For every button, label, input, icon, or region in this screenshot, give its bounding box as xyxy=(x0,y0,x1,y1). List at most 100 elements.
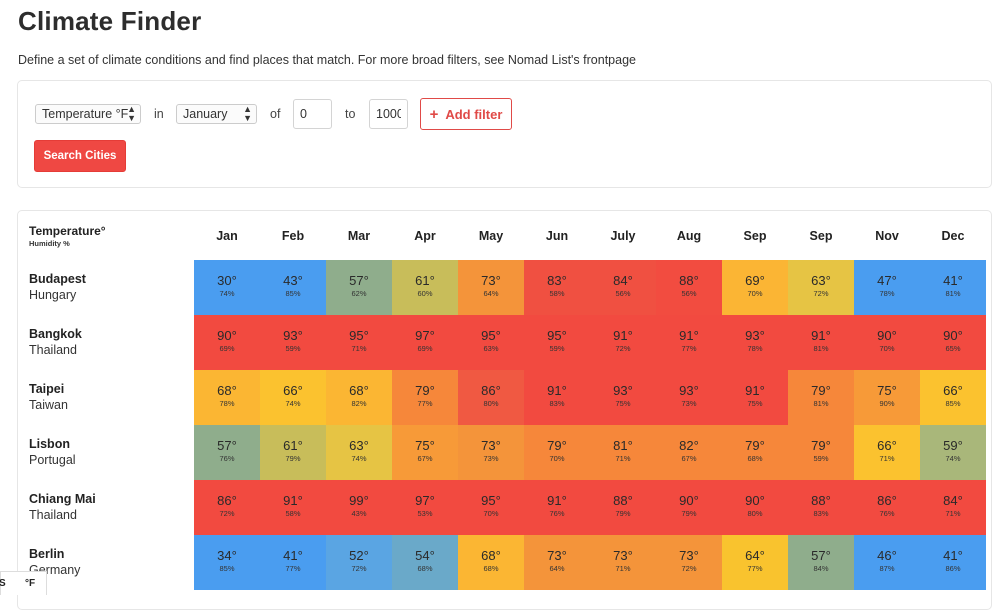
month-header: Apr xyxy=(414,229,436,243)
table-row[interactable]: Lisbon Portugal 57° 76% 61° 79% 63° 74% 75° 67% 73… xyxy=(18,425,991,480)
climate-cell: 59° 74% xyxy=(920,425,986,480)
humidity-value: 64% xyxy=(483,289,499,298)
from-value-input[interactable] xyxy=(293,99,332,129)
temperature-value: 90° xyxy=(943,328,963,343)
temperature-value: 91° xyxy=(547,493,567,508)
humidity-value: 58% xyxy=(549,289,565,298)
climate-cell: 79° 68% xyxy=(722,425,788,480)
temperature-value: 41° xyxy=(943,548,963,563)
temperature-value: 64° xyxy=(745,548,765,563)
humidity-value: 80% xyxy=(747,509,763,518)
humidity-value: 76% xyxy=(549,509,565,518)
climate-cell: 64° 77% xyxy=(722,535,788,590)
climate-cell: 91° 81% xyxy=(788,315,854,370)
city-name[interactable]: Budapest xyxy=(29,272,86,286)
add-filter-button[interactable]: + Add filter xyxy=(420,98,512,130)
climate-cell: 86° 76% xyxy=(854,480,920,535)
temperature-value: 69° xyxy=(745,273,765,288)
humidity-value: 85% xyxy=(219,564,235,573)
climate-cell: 93° 78% xyxy=(722,315,788,370)
temperature-value: 79° xyxy=(547,438,567,453)
climate-cell: 66° 74% xyxy=(260,370,326,425)
table-row[interactable]: Chiang Mai Thailand 86° 72% 91° 58% 99° 43% 97° 5… xyxy=(18,480,991,535)
climate-cell: 95° 70% xyxy=(458,480,524,535)
climate-cell: 66° 85% xyxy=(920,370,986,425)
temperature-value: 86° xyxy=(217,493,237,508)
temperature-value: 73° xyxy=(613,548,633,563)
city-name[interactable]: Bangkok xyxy=(29,327,82,341)
climate-cell: 41° 77% xyxy=(260,535,326,590)
humidity-value: 76% xyxy=(879,509,895,518)
temperature-value: 73° xyxy=(679,548,699,563)
temperature-value: 91° xyxy=(811,328,831,343)
month-select-value: January xyxy=(183,107,228,121)
humidity-value: 58% xyxy=(285,509,301,518)
climate-cell: 91° 83% xyxy=(524,370,590,425)
table-row[interactable]: Berlin Germany 34° 85% 41° 77% 52° 72% 54° 68% 68°… xyxy=(18,535,991,590)
city-name[interactable]: Taipei xyxy=(29,382,65,396)
humidity-value: 79% xyxy=(285,454,301,463)
humidity-value: 78% xyxy=(219,399,235,408)
search-cities-button[interactable]: Search Cities xyxy=(34,140,126,172)
table-row[interactable]: Bangkok Thailand 90° 69% 93° 59% 95° 71% 97° 69% 9… xyxy=(18,315,991,370)
humidity-value: 69% xyxy=(417,344,433,353)
select-arrows-icon: ▲ ▼ xyxy=(127,104,136,123)
humidity-value: 71% xyxy=(945,509,961,518)
city-label: Lisbon Portugal xyxy=(29,437,76,467)
humidity-value: 71% xyxy=(615,454,631,463)
month-header: Mar xyxy=(347,229,371,243)
unit-toggle[interactable]: S °F xyxy=(0,571,47,595)
temperature-value: 57° xyxy=(349,273,369,288)
climate-cell: 73° 71% xyxy=(590,535,656,590)
temperature-value: 79° xyxy=(811,383,831,398)
temperature-value: 97° xyxy=(415,328,435,343)
header-subtitle: Humidity % xyxy=(29,239,70,248)
to-value-input[interactable] xyxy=(369,99,408,129)
temperature-value: 90° xyxy=(745,493,765,508)
temperature-value: 61° xyxy=(415,273,435,288)
temperature-value: 93° xyxy=(613,383,633,398)
humidity-value: 70% xyxy=(483,509,499,518)
temperature-value: 88° xyxy=(613,493,633,508)
city-name[interactable]: Chiang Mai xyxy=(29,492,96,506)
humidity-value: 56% xyxy=(615,289,631,298)
climate-cell: 68° 78% xyxy=(194,370,260,425)
table-row[interactable]: Taipei Taiwan 68° 78% 66° 74% 68° 82% 79° 77% 86° 8… xyxy=(18,370,991,425)
climate-cell: 63° 72% xyxy=(788,260,854,315)
climate-cell: 73° 72% xyxy=(656,535,722,590)
city-name[interactable]: Lisbon xyxy=(29,437,70,451)
humidity-value: 72% xyxy=(615,344,631,353)
humidity-value: 65% xyxy=(945,344,961,353)
climate-cell: 54° 68% xyxy=(392,535,458,590)
climate-cell: 41° 81% xyxy=(920,260,986,315)
month-select[interactable]: January ▲ ▼ xyxy=(176,104,257,124)
temperature-value: 84° xyxy=(943,493,963,508)
temperature-value: 68° xyxy=(349,383,369,398)
humidity-value: 60% xyxy=(417,289,433,298)
city-name[interactable]: Berlin xyxy=(29,547,65,561)
metric-select[interactable]: Temperature °F ▲ ▼ xyxy=(35,104,141,124)
month-header: July xyxy=(610,229,636,243)
header-title: Temperature° xyxy=(29,224,106,238)
temperature-value: 91° xyxy=(547,383,567,398)
climate-cell: 57° 62% xyxy=(326,260,392,315)
humidity-value: 43% xyxy=(351,509,367,518)
temperature-value: 95° xyxy=(547,328,567,343)
temperature-value: 88° xyxy=(679,273,699,288)
climate-cell: 61° 79% xyxy=(260,425,326,480)
temperature-value: 90° xyxy=(679,493,699,508)
table-row[interactable]: Budapest Hungary 30° 74% 43° 85% 57° 62% 61° 60% 7… xyxy=(18,260,991,315)
climate-cell: 79° 77% xyxy=(392,370,458,425)
temperature-value: 79° xyxy=(811,438,831,453)
temperature-value: 79° xyxy=(745,438,765,453)
climate-cell: 79° 59% xyxy=(788,425,854,480)
in-label: in xyxy=(154,107,164,121)
climate-cell: 75° 67% xyxy=(392,425,458,480)
climate-cell: 57° 76% xyxy=(194,425,260,480)
country-name: Thailand xyxy=(29,343,77,357)
climate-cell: 30° 74% xyxy=(194,260,260,315)
humidity-value: 81% xyxy=(813,399,829,408)
temperature-value: 68° xyxy=(217,383,237,398)
climate-cell: 86° 80% xyxy=(458,370,524,425)
climate-cell: 57° 84% xyxy=(788,535,854,590)
